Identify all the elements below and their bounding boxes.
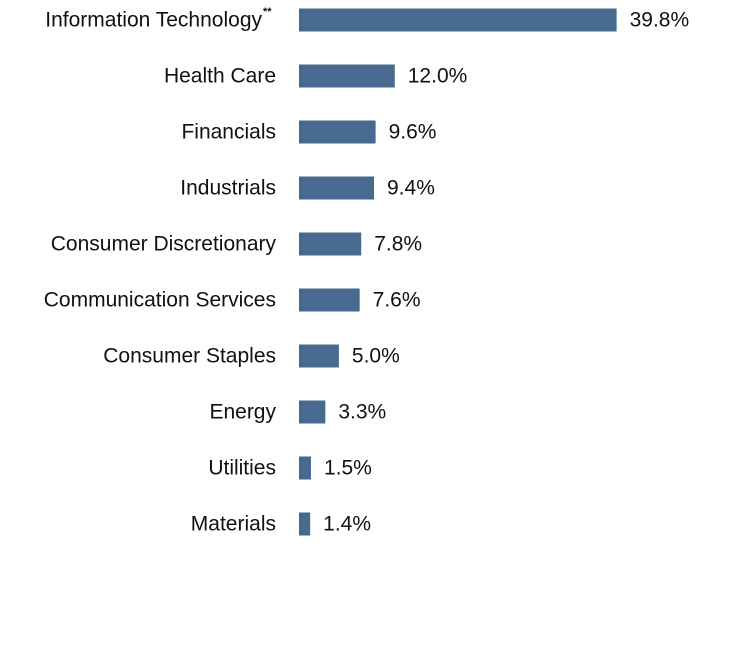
category-label: Consumer Discretionary (51, 233, 277, 256)
value-label: 9.6% (389, 121, 437, 144)
bar (299, 8, 617, 32)
category-label: Materials (191, 513, 276, 536)
bar (299, 232, 362, 256)
category-label: Communication Services (44, 289, 276, 312)
bar (299, 64, 395, 88)
value-label: 9.4% (387, 177, 435, 200)
footnote-marker: ** (263, 6, 272, 18)
category-label: Health Care (164, 65, 276, 88)
category-label: Information Technology (45, 9, 262, 32)
value-label: 39.8% (630, 9, 690, 32)
bar (299, 512, 311, 536)
category-label: Utilities (208, 457, 276, 480)
category-label: Financials (181, 121, 276, 144)
value-label: 5.0% (352, 345, 400, 368)
category-label: Industrials (180, 177, 276, 200)
category-label: Energy (209, 401, 276, 424)
bar (299, 344, 339, 368)
value-label: 1.4% (323, 513, 371, 536)
value-label: 12.0% (408, 65, 468, 88)
bar (299, 400, 326, 424)
value-label: 7.6% (373, 289, 421, 312)
bar (299, 456, 311, 480)
value-label: 7.8% (374, 233, 422, 256)
bar (299, 176, 375, 200)
value-label: 1.5% (324, 457, 372, 480)
bar (299, 120, 376, 144)
bar (299, 288, 360, 312)
category-label: Consumer Staples (103, 345, 276, 368)
value-label: 3.3% (338, 401, 386, 424)
